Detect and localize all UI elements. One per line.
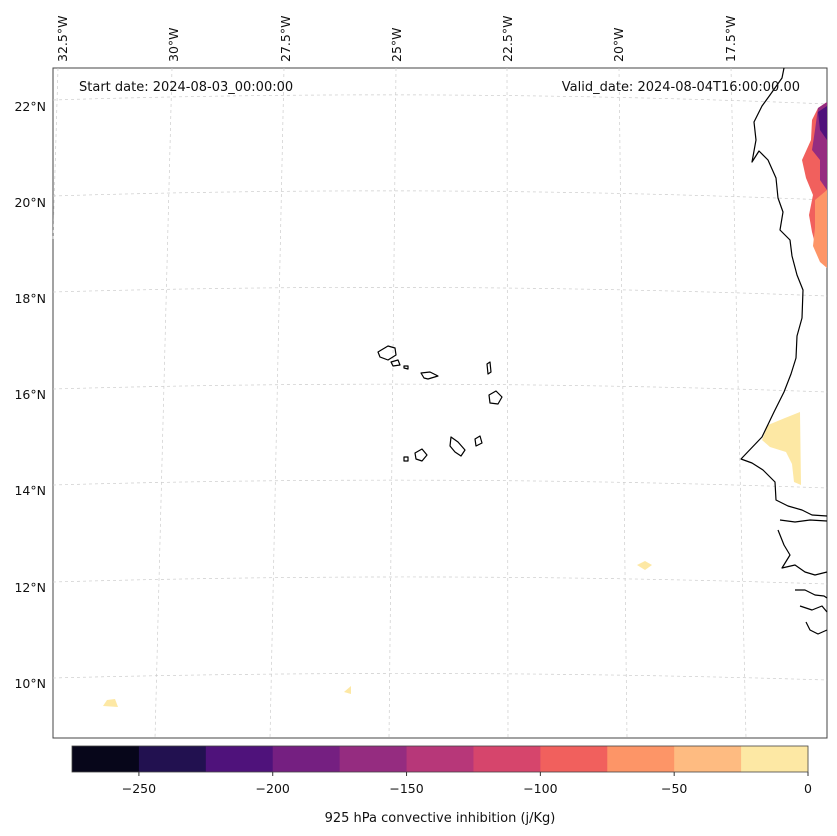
colorbar-tick-label: −100 xyxy=(523,781,557,796)
cin-patch-ocean-b xyxy=(103,699,118,707)
colorbar-tick-label: −250 xyxy=(122,781,156,796)
colorbar-segment xyxy=(674,746,742,772)
cin-patch-mauritania-core xyxy=(818,106,827,140)
lat-label: 22°N xyxy=(14,99,46,114)
colorbar-segment xyxy=(473,746,541,772)
graticule-meridians xyxy=(52,67,747,739)
cin-fill-patches xyxy=(103,102,827,707)
coastline-cape-verde-maio xyxy=(474,435,483,447)
coastline-cape-verde-santa-luzia xyxy=(403,365,409,370)
lat-label: 18°N xyxy=(14,291,46,306)
colorbar-segment xyxy=(339,746,408,772)
coastline-cape-verde-santo-antao xyxy=(377,345,397,361)
colorbar-tick-label: 0 xyxy=(804,781,812,796)
lon-label: 17.5°W xyxy=(723,16,738,62)
cin-patch-ocean-a xyxy=(637,561,652,570)
graticule-parallels xyxy=(52,94,828,681)
colorbar-segment xyxy=(138,746,207,772)
colorbar-segment xyxy=(205,746,274,772)
lon-label: 32.5°W xyxy=(55,16,70,62)
coastlines xyxy=(377,67,828,635)
longitude-labels: 32.5°W 30°W 27.5°W 25°W 22.5°W 20°W 17.5… xyxy=(55,16,738,62)
lon-label: 22.5°W xyxy=(500,16,515,62)
coastline-cape-verde-boa-vista xyxy=(488,390,503,405)
lon-label: 27.5°W xyxy=(278,16,293,62)
colorbar-segment xyxy=(406,746,474,772)
colorbar-ticks xyxy=(138,772,809,776)
lat-label: 10°N xyxy=(14,676,46,691)
lat-label: 16°N xyxy=(14,387,46,402)
coastline-cape-verde-sao-vicente xyxy=(390,359,401,367)
colorbar: −250 −200 −150 −100 −50 0 925 hPa convec… xyxy=(71,745,812,826)
lon-label: 25°W xyxy=(389,27,404,62)
coastline-gambia-guinea xyxy=(777,519,828,635)
colorbar-tick-label: −200 xyxy=(256,781,290,796)
colorbar-tick-labels: −250 −200 −150 −100 −50 0 xyxy=(122,781,812,796)
cin-patch-ocean-c xyxy=(344,686,351,694)
colorbar-segment xyxy=(72,746,140,772)
colorbar-segment xyxy=(540,746,608,772)
coastline-cape-verde-fogo xyxy=(414,448,428,462)
start-date-label: Start date: 2024-08-03_00:00:00 xyxy=(79,80,293,95)
lat-label: 20°N xyxy=(14,195,46,210)
lat-label: 12°N xyxy=(14,580,46,595)
coastline-cape-verde-sao-nicolau xyxy=(420,371,439,380)
coastline-cape-verde-santiago xyxy=(449,436,466,457)
valid-date-label: Valid_date: 2024-08-04T16:00:00.00 xyxy=(562,80,800,95)
colorbar-outline xyxy=(71,745,809,773)
latitude-labels: 22°N 20°N 18°N 16°N 14°N 12°N 10°N xyxy=(14,99,46,691)
coastline-africa xyxy=(740,67,828,517)
lon-label: 20°W xyxy=(611,27,626,62)
cin-patch-mauritania-orange xyxy=(813,190,827,268)
colorbar-segment xyxy=(272,746,341,772)
colorbar-tick-label: −50 xyxy=(661,781,687,796)
coastline-cape-verde-brava xyxy=(403,456,409,462)
colorbar-label: 925 hPa convective inhibition (j/Kg) xyxy=(325,811,556,826)
colorbar-segment xyxy=(741,746,809,772)
colorbar-segment xyxy=(607,746,675,772)
lat-label: 14°N xyxy=(14,483,46,498)
cin-patch-senegal xyxy=(762,412,801,485)
coastline-cape-verde-sal xyxy=(486,361,492,375)
colorbar-segments xyxy=(72,746,809,772)
map-frame xyxy=(52,67,828,739)
colorbar-tick-label: −150 xyxy=(389,781,423,796)
lon-label: 30°W xyxy=(166,27,181,62)
